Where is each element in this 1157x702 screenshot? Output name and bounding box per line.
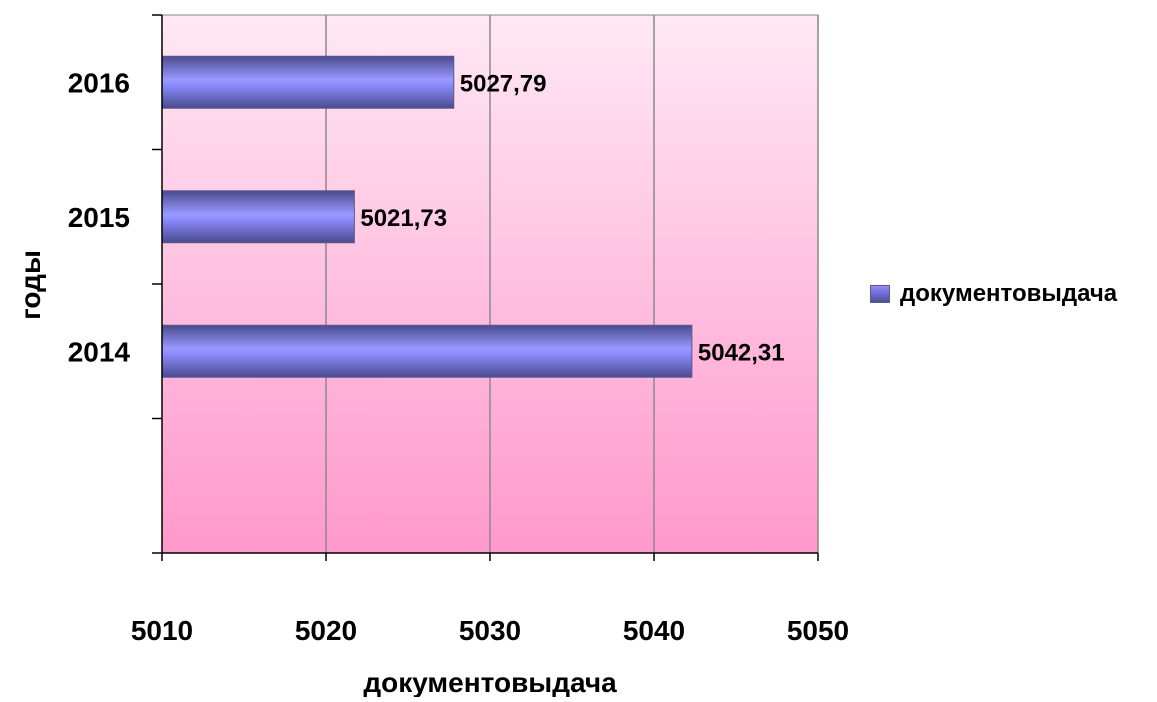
data-label: 5042,31 xyxy=(698,339,785,366)
axes xyxy=(152,14,819,561)
x-tick-label: 5020 xyxy=(295,615,357,646)
bar-2014 xyxy=(161,324,693,378)
x-tick-label: 5030 xyxy=(459,615,521,646)
y-axis-title: годы xyxy=(15,250,46,320)
legend-swatch xyxy=(870,285,890,303)
x-tick-label: 5010 xyxy=(131,615,193,646)
y-tick-label: 2015 xyxy=(68,202,130,233)
labels: 5010 5020 5030 5040 5050 2016 5027,79 2015 5021,… xyxy=(68,67,849,646)
legend-label: документовыдача xyxy=(900,280,1118,307)
x-axis-title: документовыдача xyxy=(363,667,617,697)
y-tick-label: 2014 xyxy=(68,336,131,367)
bars xyxy=(161,55,693,378)
data-label: 5027,79 xyxy=(460,70,547,97)
x-tick-label: 5040 xyxy=(623,615,685,646)
data-label: 5021,73 xyxy=(360,205,447,232)
bar-2016 xyxy=(161,55,455,109)
legend: документовыдача xyxy=(870,280,1117,308)
bar-2015 xyxy=(161,190,355,244)
y-tick-label: 2016 xyxy=(68,67,130,98)
x-tick-label: 5050 xyxy=(787,615,849,646)
